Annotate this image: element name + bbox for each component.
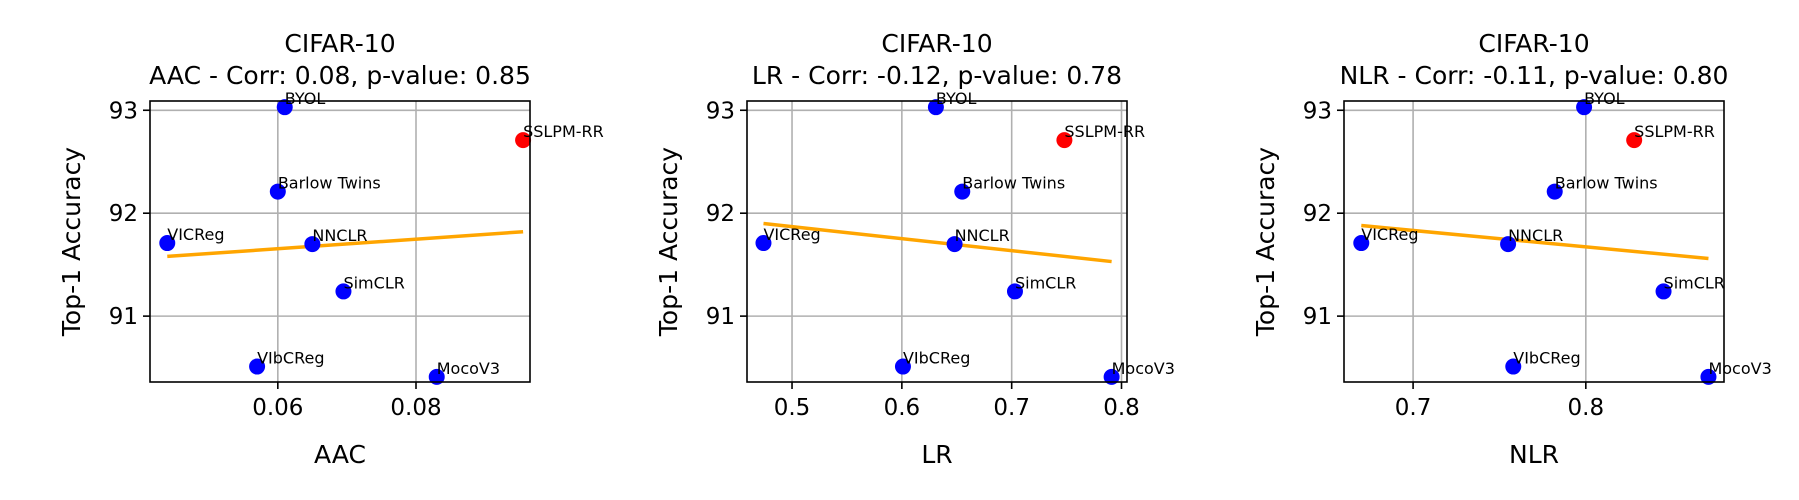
y-tick-label: 92 (706, 201, 735, 227)
point-label: VICReg (167, 225, 224, 244)
point-label: NNCLR (312, 226, 367, 245)
point-label: VICReg (1361, 225, 1418, 244)
x-tick-label: 0.8 (1103, 395, 1140, 421)
point-label: BYOL (1584, 89, 1625, 108)
chart-subtitle: NLR - Corr: -0.11, p-value: 0.80 (1340, 61, 1729, 90)
x-tick-label: 0.5 (774, 395, 811, 421)
y-tick-label: 92 (1303, 201, 1332, 227)
data-point (927, 99, 944, 116)
point-label: SimCLR (343, 273, 404, 292)
fit-line (1361, 223, 1709, 261)
axes-frame (1343, 100, 1725, 383)
y-tick-label: 91 (109, 304, 138, 330)
y-axis-label: Top-1 Accuracy (57, 147, 86, 337)
point-label: SSLPM-RR (523, 122, 604, 141)
data-point (894, 358, 911, 375)
data-point (946, 236, 963, 253)
fit-line (167, 229, 524, 259)
data-point (276, 99, 293, 116)
axes-frame (149, 100, 531, 383)
y-tick-label: 91 (706, 304, 735, 330)
point-label: BYOL (936, 89, 977, 108)
data-point (1103, 368, 1120, 385)
y-tick-label: 93 (1303, 98, 1332, 124)
point-label: NNCLR (955, 226, 1010, 245)
x-tick-label: 0.06 (252, 395, 303, 421)
chart-title: CIFAR-10 (1478, 29, 1589, 58)
data-point (1006, 283, 1023, 300)
point-label: Barlow Twins (1555, 174, 1658, 193)
y-tick-label: 91 (1303, 304, 1332, 330)
point-label: SimCLR (1015, 273, 1076, 292)
fit-line (763, 221, 1112, 264)
point-label: VICReg (763, 225, 820, 244)
point-label: VIbCReg (903, 349, 970, 368)
chart-subtitle: AAC - Corr: 0.08, p-value: 0.85 (149, 61, 531, 90)
chart-title: CIFAR-10 (881, 29, 992, 58)
data-point (1505, 358, 1522, 375)
point-label: BYOL (285, 89, 326, 108)
data-point (755, 235, 772, 252)
chart-title: CIFAR-10 (284, 29, 395, 58)
scatter-panel-1: BYOL SSLPM-RR Barlow Twins VICReg NNCLR SimCL… (57, 29, 604, 469)
data-point (304, 236, 321, 253)
axes-frame (746, 100, 1128, 383)
data-point (1655, 283, 1672, 300)
x-axis-label: NLR (1509, 440, 1559, 469)
data-point (269, 183, 286, 200)
data-point (515, 132, 532, 149)
data-point (954, 183, 971, 200)
y-tick-label: 93 (706, 98, 735, 124)
point-label: MocoV3 (437, 359, 500, 378)
data-point (1500, 236, 1517, 253)
data-point (1626, 132, 1643, 149)
y-tick-label: 92 (109, 201, 138, 227)
data-point (1353, 235, 1370, 252)
scatter-panel-2: BYOL SSLPM-RR Barlow Twins VICReg NNCLR SimCL… (654, 29, 1175, 469)
chart-subtitle: LR - Corr: -0.12, p-value: 0.78 (752, 61, 1122, 90)
scatter-panel-3: BYOL SSLPM-RR Barlow Twins VICReg NNCLR SimCL… (1251, 29, 1772, 469)
point-label: MocoV3 (1708, 359, 1771, 378)
point-label: SimCLR (1664, 273, 1725, 292)
data-point (249, 358, 266, 375)
point-label: MocoV3 (1112, 359, 1175, 378)
x-tick-label: 0.08 (390, 395, 441, 421)
data-point (1700, 368, 1717, 385)
point-label: SSLPM-RR (1064, 122, 1145, 141)
x-tick-label: 0.7 (1395, 395, 1432, 421)
data-point (335, 283, 352, 300)
point-label: Barlow Twins (962, 174, 1065, 193)
data-point (428, 368, 445, 385)
data-point (1576, 99, 1593, 116)
x-tick-label: 0.7 (993, 395, 1030, 421)
data-point (1056, 132, 1073, 149)
data-point (159, 235, 176, 252)
point-label: VIbCReg (257, 349, 324, 368)
y-axis-label: Top-1 Accuracy (654, 147, 683, 337)
point-label: Barlow Twins (278, 174, 381, 193)
x-tick-label: 0.8 (1568, 395, 1605, 421)
point-label: NNCLR (1508, 226, 1563, 245)
point-label: SSLPM-RR (1634, 122, 1715, 141)
point-label: VIbCReg (1513, 349, 1580, 368)
y-tick-label: 93 (109, 98, 138, 124)
x-tick-label: 0.6 (884, 395, 921, 421)
y-axis-label: Top-1 Accuracy (1251, 147, 1280, 337)
x-axis-label: LR (921, 440, 952, 469)
data-point (1546, 183, 1563, 200)
x-axis-label: AAC (314, 440, 366, 469)
